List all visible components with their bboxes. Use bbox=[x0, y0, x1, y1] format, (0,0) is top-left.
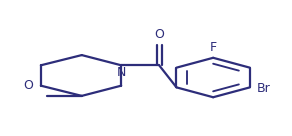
Text: O: O bbox=[154, 28, 164, 41]
Text: Br: Br bbox=[256, 82, 270, 95]
Text: F: F bbox=[210, 41, 217, 54]
Text: N: N bbox=[117, 66, 126, 79]
Text: O: O bbox=[24, 79, 34, 92]
